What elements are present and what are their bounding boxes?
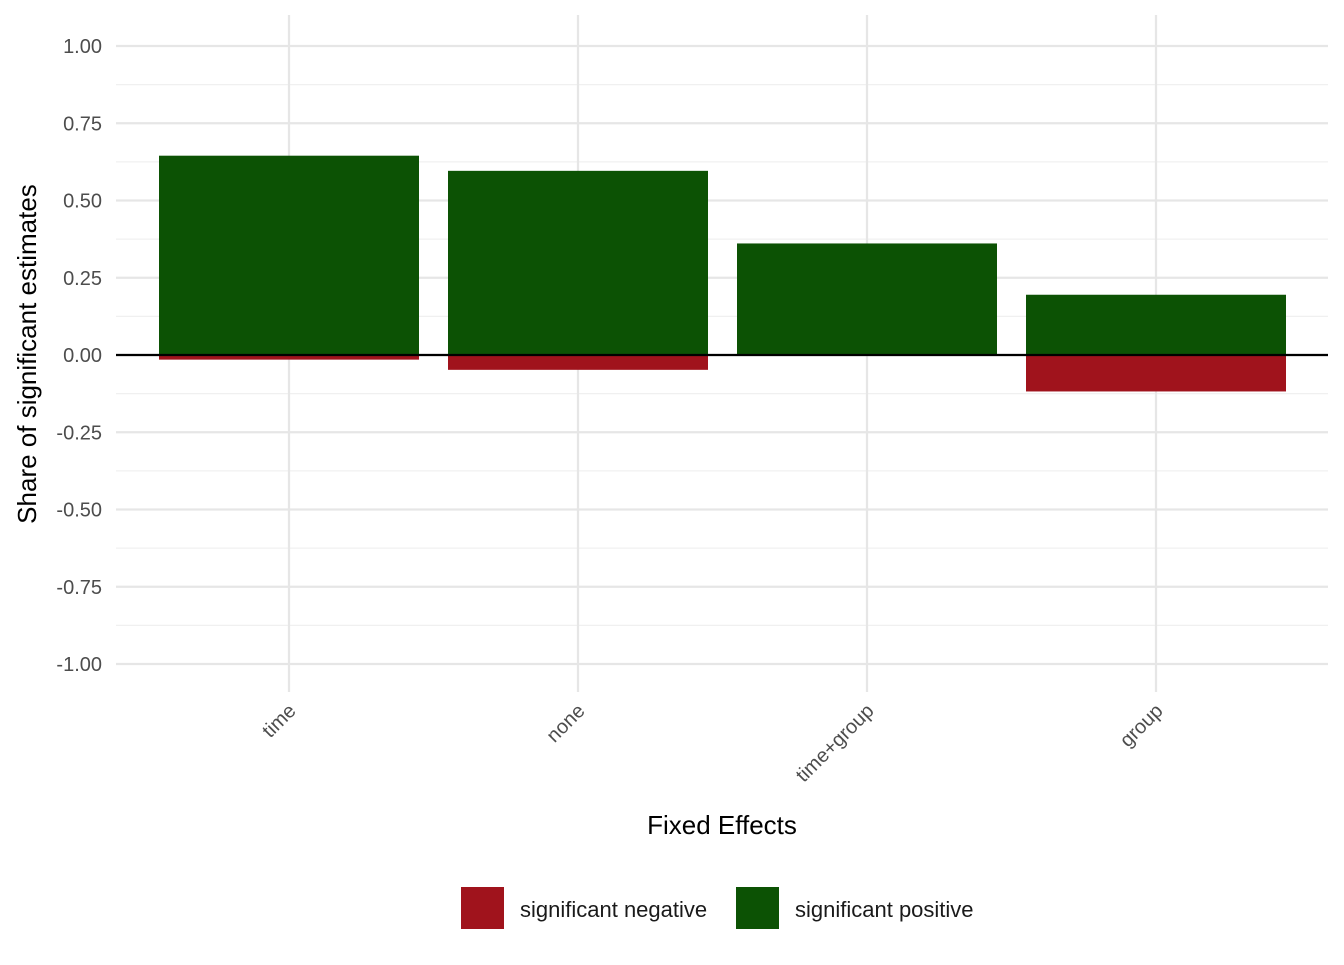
legend-label: significant positive <box>795 897 974 922</box>
bar-positive-time <box>159 155 419 355</box>
y-tick-label: 0.50 <box>63 191 102 213</box>
bar-positive-group <box>1026 294 1286 355</box>
y-tick-label: -1.00 <box>56 654 102 676</box>
y-tick-label: -0.25 <box>56 422 102 444</box>
legend-key <box>461 887 504 929</box>
y-tick-label: -0.75 <box>56 577 102 599</box>
legend: significant negative significant positive <box>461 887 974 929</box>
x-tick-label: group <box>1116 700 1168 752</box>
legend-key <box>736 887 779 929</box>
bars <box>159 155 1286 392</box>
x-tick-label: time+group <box>792 700 879 787</box>
bar-positive-none <box>448 170 708 355</box>
y-axis-title: Share of significant estimates <box>12 184 42 524</box>
x-tick-label: time <box>258 700 300 742</box>
y-tick-label: 1.00 <box>63 36 102 58</box>
legend-label: significant negative <box>520 897 707 922</box>
y-tick-label: -0.50 <box>56 500 102 522</box>
bar-negative-group <box>1026 355 1286 392</box>
y-tick-label: 0.75 <box>63 113 102 135</box>
bar-positive-time-group <box>737 243 997 355</box>
bar-negative-none <box>448 355 708 370</box>
x-axis-title: Fixed Effects <box>647 810 797 840</box>
x-tick-label: none <box>543 700 590 747</box>
y-axis-ticks: -1.00 -0.75 -0.50 -0.25 0.00 0.25 0.50 0.75 1.00 <box>56 36 102 676</box>
bar-negative-time <box>159 355 419 360</box>
x-axis-ticks: time none time+group group <box>258 700 1167 787</box>
y-tick-label: 0.00 <box>63 345 102 367</box>
y-tick-label: 0.25 <box>63 268 102 290</box>
